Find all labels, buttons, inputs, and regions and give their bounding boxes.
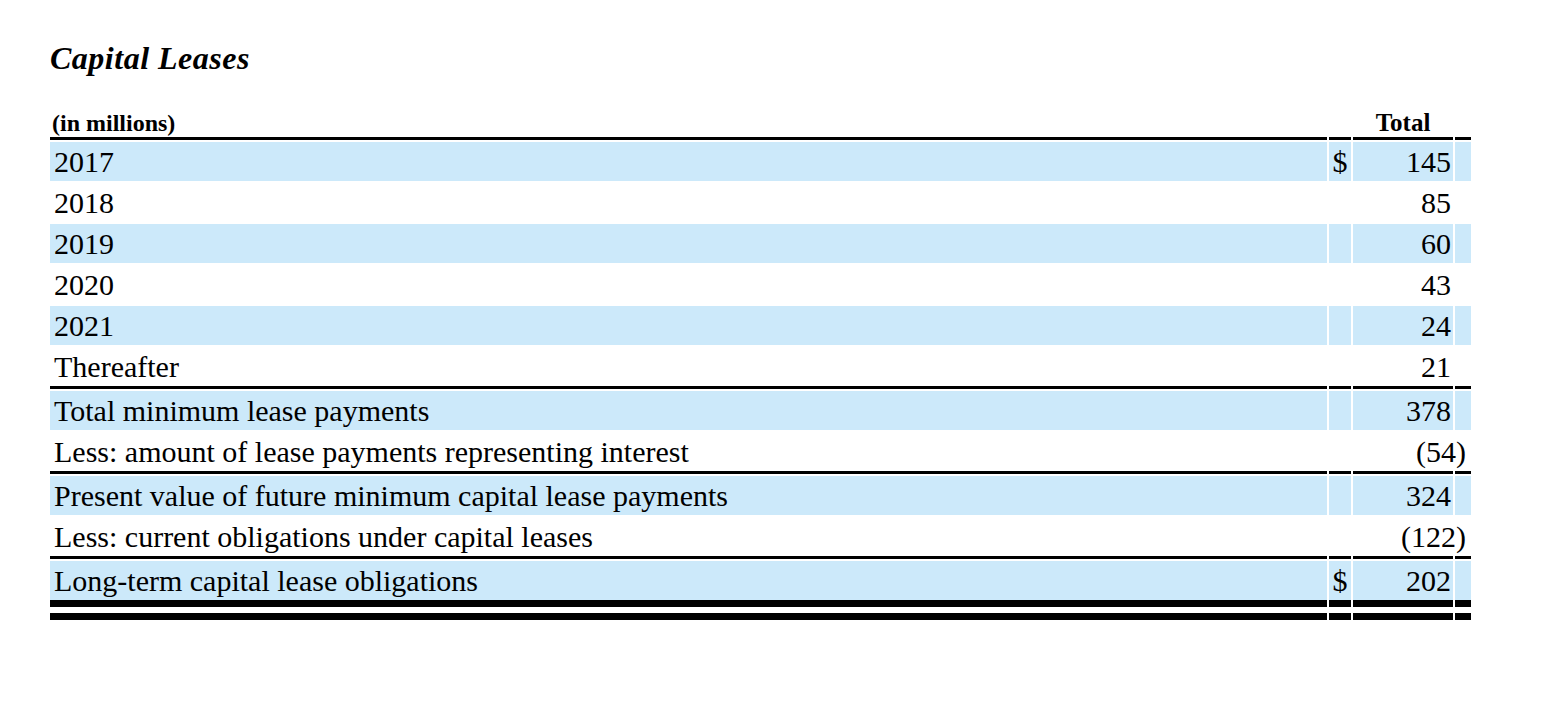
row-value: 324 [1353,476,1453,515]
row-suffix [1455,142,1471,181]
table-row-less-current-obligations: Less: current obligations under capital … [50,517,1471,559]
row-suffix [1455,183,1471,222]
currency-symbol: $ [1329,561,1351,607]
capital-leases-table: (in millions) Total 2017 $ 145 2018 85 2… [48,103,1473,622]
bottom-double-rule [50,609,1471,620]
currency-symbol [1329,432,1351,474]
table-row-2021: 2021 24 [50,306,1471,345]
row-suffix [1455,347,1471,389]
table-row-less-interest: Less: amount of lease payments represent… [50,432,1471,474]
row-value: 85 [1353,183,1453,222]
header-suffix-spacer [1455,105,1471,140]
currency-symbol [1329,391,1351,430]
row-value: 145 [1353,142,1453,181]
document-page: Capital Leases (in millions) Total 2017 … [0,0,1560,706]
row-label: Less: amount of lease payments represent… [50,432,1327,474]
row-label: 2018 [50,183,1327,222]
currency-symbol [1329,183,1351,222]
row-suffix [1455,561,1471,607]
page-title: Capital Leases [50,40,1560,77]
table-row-2019: 2019 60 [50,224,1471,263]
row-label: Long-term capital lease obligations [50,561,1327,607]
currency-symbol [1329,306,1351,345]
table-row-2017: 2017 $ 145 [50,142,1471,181]
row-label: Less: current obligations under capital … [50,517,1327,559]
row-suffix [1455,224,1471,263]
row-label: 2017 [50,142,1327,181]
row-value: 21 [1353,347,1453,389]
row-value: 378 [1353,391,1453,430]
table-header-row: (in millions) Total [50,105,1471,140]
row-label: 2020 [50,265,1327,304]
row-value: (54) [1353,432,1453,474]
row-value: 60 [1353,224,1453,263]
row-label: Thereafter [50,347,1327,389]
row-value: (122) [1353,517,1453,559]
unit-label: (in millions) [50,105,1327,140]
table-row-long-term-obligations: Long-term capital lease obligations $ 20… [50,561,1471,607]
row-label: Total minimum lease payments [50,391,1327,430]
header-dollar-spacer [1329,105,1351,140]
currency-symbol [1329,347,1351,389]
total-column-header: Total [1353,105,1453,140]
currency-symbol: $ [1329,142,1351,181]
row-value: 43 [1353,265,1453,304]
table-row-present-value: Present value of future minimum capital … [50,476,1471,515]
row-label: 2021 [50,306,1327,345]
row-suffix [1455,476,1471,515]
row-value: 24 [1353,306,1453,345]
row-suffix [1455,306,1471,345]
row-suffix [1455,391,1471,430]
row-suffix [1455,265,1471,304]
row-label: 2019 [50,224,1327,263]
table-row-total-minimum: Total minimum lease payments 378 [50,391,1471,430]
row-value: 202 [1353,561,1453,607]
table-row-2018: 2018 85 [50,183,1471,222]
currency-symbol [1329,517,1351,559]
table-row-2020: 2020 43 [50,265,1471,304]
row-label: Present value of future minimum capital … [50,476,1327,515]
table-row-thereafter: Thereafter 21 [50,347,1471,389]
currency-symbol [1329,265,1351,304]
currency-symbol [1329,224,1351,263]
currency-symbol [1329,476,1351,515]
